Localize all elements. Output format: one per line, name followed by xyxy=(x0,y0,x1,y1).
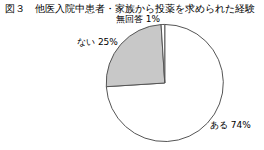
svg-text:ない 25%: ない 25% xyxy=(77,37,118,47)
svg-text:図３ 他医入院中患者・家族から投薬を求められた経験: 図３ 他医入院中患者・家族から投薬を求められた経験 xyxy=(5,3,255,14)
svg-text:ある 74%: ある 74% xyxy=(210,120,251,130)
svg-text:無回答 1%: 無回答 1% xyxy=(116,14,161,24)
